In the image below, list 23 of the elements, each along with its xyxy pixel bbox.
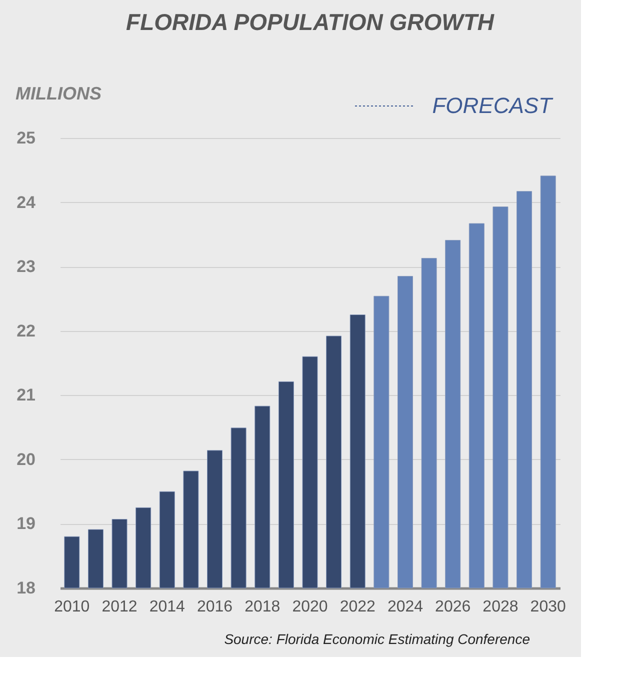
y-tick-label: 18 — [16, 578, 36, 598]
y-tick-label: 20 — [16, 450, 36, 469]
x-tick-label: 2030 — [530, 598, 566, 616]
y-axis-title: MILLIONS — [16, 84, 102, 104]
x-tick-label: 2012 — [102, 598, 138, 616]
y-tick-label: 25 — [16, 128, 36, 148]
x-tick-label: 2018 — [244, 598, 280, 616]
x-tick-label: 2022 — [340, 598, 376, 616]
x-tick-label: 2024 — [387, 598, 424, 616]
y-tick-label: 21 — [16, 386, 36, 405]
y-tick-label: 24 — [16, 192, 36, 212]
text: FORECAST — [432, 93, 554, 118]
x-tick-label: 2026 — [435, 598, 471, 616]
x-tick-label: 2010 — [54, 598, 90, 616]
x-tick-label: 2014 — [149, 598, 186, 616]
x-tick-label: 2020 — [292, 598, 328, 616]
y-tick-label: 23 — [16, 257, 36, 276]
x-tick-label: 2028 — [482, 598, 518, 616]
y-tick-label: 22 — [16, 321, 36, 340]
y-tick-label: 19 — [16, 514, 36, 534]
x-tick-label: 2016 — [196, 598, 233, 616]
chart-title: FLORIDA POPULATION GROWTH — [126, 9, 494, 35]
source-note: Source: Florida Economic Estimating Conference — [224, 631, 530, 647]
